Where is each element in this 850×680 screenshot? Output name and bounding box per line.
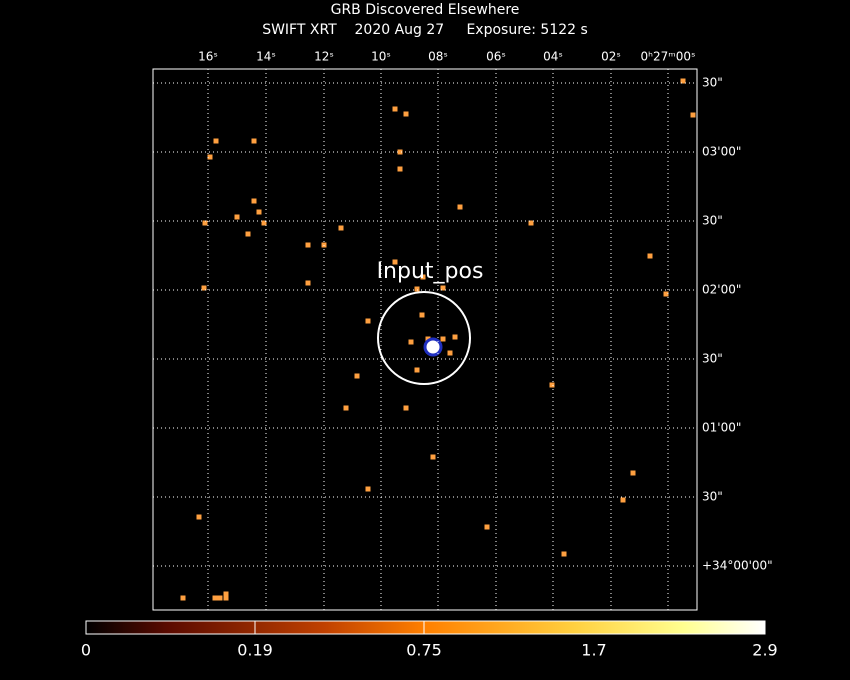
- photon: [430, 454, 436, 460]
- photon: [256, 209, 262, 215]
- ra-tick-label: 02ˢ: [601, 50, 621, 64]
- dec-tick-label: 30": [702, 352, 723, 366]
- photon: [251, 138, 257, 144]
- source-circle: [377, 291, 471, 385]
- photon: [561, 551, 567, 557]
- ra-tick-label: 14ˢ: [256, 50, 276, 64]
- ra-tick-label: 04ˢ: [543, 50, 563, 64]
- title: GRB Discovered Elsewhere: [331, 2, 520, 18]
- photon: [397, 149, 403, 155]
- colorbar-label: 0: [81, 641, 91, 660]
- photon: [452, 334, 458, 340]
- ra-tick-label: 08ˢ: [428, 50, 448, 64]
- dec-tick-label: 30": [702, 214, 723, 228]
- photon: [647, 253, 653, 259]
- photons: [180, 78, 696, 601]
- photon: [414, 367, 420, 373]
- photon: [680, 78, 686, 84]
- photon: [223, 595, 229, 601]
- colorbar-label: 0.75: [406, 641, 442, 660]
- dec-tick-label: 02'00": [702, 283, 741, 297]
- colorbar-label: 0.19: [237, 641, 273, 660]
- dec-tick-label: 30": [702, 490, 723, 504]
- photon: [457, 204, 463, 210]
- subtitle: SWIFT XRT 2020 Aug 27 Exposure: 5122 s: [262, 22, 588, 38]
- photon: [403, 111, 409, 117]
- photon: [365, 318, 371, 324]
- dec-tick-label: 30": [702, 76, 723, 90]
- frame: [152, 68, 698, 611]
- photon: [305, 280, 311, 286]
- photon: [343, 405, 349, 411]
- photon: [447, 350, 453, 356]
- photon: [245, 231, 251, 237]
- photon: [261, 220, 267, 226]
- photon: [202, 220, 208, 226]
- photon: [440, 336, 446, 342]
- photon: [180, 595, 186, 601]
- photon: [484, 524, 490, 530]
- photon: [630, 470, 636, 476]
- photon: [305, 242, 311, 248]
- colorbar-label: 1.7: [581, 641, 606, 660]
- photon: [392, 259, 398, 265]
- ra-tick-label: 10ˢ: [371, 50, 391, 64]
- ra-tick-label: 06ˢ: [486, 50, 506, 64]
- photon: [223, 591, 229, 597]
- photon: [408, 339, 414, 345]
- photon: [207, 154, 213, 160]
- photon: [234, 214, 240, 220]
- photon: [201, 285, 207, 291]
- photon: [420, 274, 426, 280]
- source-core: [423, 337, 443, 357]
- photon: [620, 497, 626, 503]
- photon: [212, 595, 218, 601]
- photon: [365, 486, 371, 492]
- photon: [414, 286, 420, 292]
- photon: [663, 291, 669, 297]
- photon: [690, 112, 696, 118]
- photon: [403, 405, 409, 411]
- dec-tick-label: +34°00'00": [702, 559, 773, 573]
- dec-tick-label: 03'00": [702, 145, 741, 159]
- photon: [440, 285, 446, 291]
- photon: [213, 138, 219, 144]
- photon: [528, 220, 534, 226]
- photon: [251, 198, 257, 204]
- ra-tick-label: 12ˢ: [314, 50, 334, 64]
- ra-tick-label: 0ʰ27ᵐ00ˢ: [641, 50, 696, 64]
- photon: [392, 106, 398, 112]
- dec-tick-label: 01'00": [702, 421, 741, 435]
- photon: [196, 514, 202, 520]
- colorbar-label: 2.9: [752, 641, 777, 660]
- photon: [419, 312, 425, 318]
- colorbar: [85, 620, 766, 635]
- ra-tick-label: 16ˢ: [198, 50, 218, 64]
- photon: [549, 382, 555, 388]
- photon: [217, 595, 223, 601]
- photon: [397, 166, 403, 172]
- annotation: Input_pos: [377, 259, 484, 284]
- photon: [338, 225, 344, 231]
- photon: [354, 373, 360, 379]
